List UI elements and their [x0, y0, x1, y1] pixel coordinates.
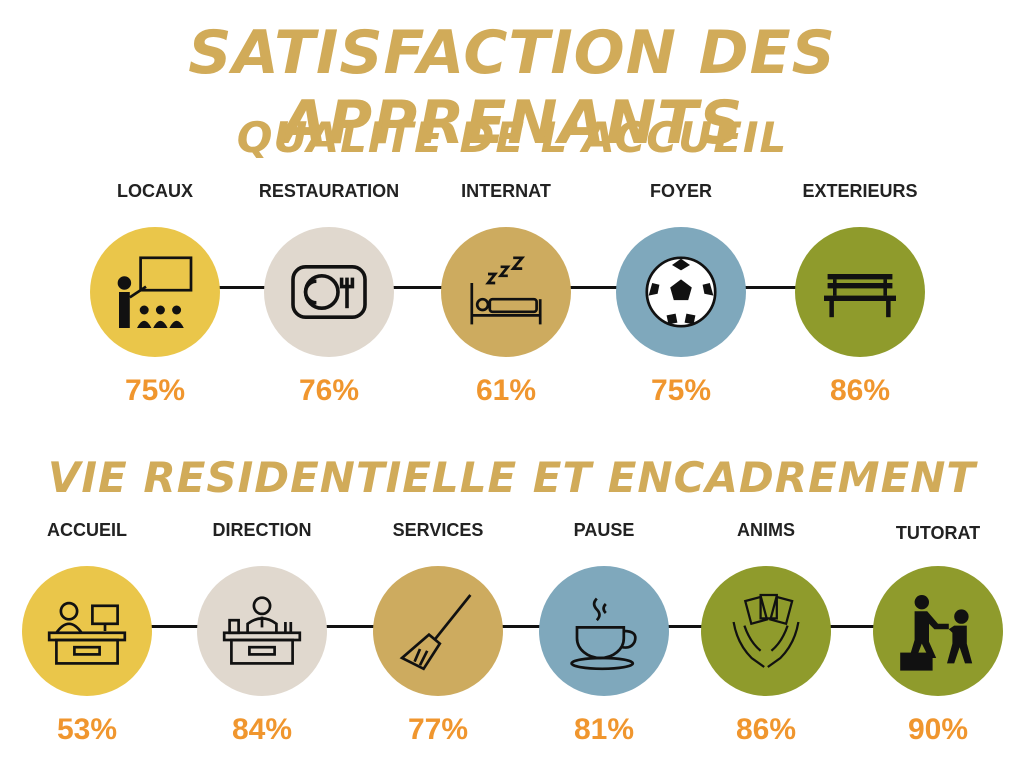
item-tutorat: TUTORAT 90%	[853, 523, 1023, 747]
item-value: 75%	[650, 374, 712, 407]
helping-hand-icon	[900, 595, 973, 671]
item-anims: ANIMS 86%	[681, 520, 851, 747]
item-label: PAUSE	[573, 520, 635, 540]
item-label: SERVICES	[392, 520, 484, 540]
item-exterieurs: EXTERIEURS 86%	[775, 181, 945, 408]
item-circle	[197, 566, 327, 696]
item-label: EXTERIEURS	[802, 181, 918, 201]
item-label: FOYER	[649, 181, 712, 201]
classroom-icon	[117, 256, 193, 328]
item-foyer: FOYER 75%	[596, 181, 766, 408]
coffee-cup-icon	[570, 597, 637, 671]
director-desk-icon	[222, 596, 302, 665]
main-title: SATISFACTION DES APPRENANTS	[188, 18, 836, 158]
item-label: INTERNAT	[461, 181, 551, 201]
section-title-accueil: QUALITE DE L'ACCUEIL	[236, 113, 788, 162]
item-circle	[539, 566, 669, 696]
item-label: ACCUEIL	[47, 520, 127, 540]
item-direction: DIRECTION 84%	[177, 520, 347, 747]
item-circle	[616, 227, 746, 357]
item-value: 77%	[407, 713, 469, 746]
item-circle	[701, 566, 831, 696]
playing-cards-icon	[732, 593, 800, 668]
item-circle	[264, 227, 394, 357]
bed-sleep-icon	[470, 256, 542, 325]
item-label: RESTAURATION	[258, 181, 400, 201]
item-value: 86%	[829, 374, 891, 407]
item-label: DIRECTION	[212, 520, 312, 540]
broom-icon	[399, 594, 472, 671]
row2-connector	[87, 625, 938, 628]
reception-desk-icon	[47, 601, 127, 665]
soccer-ball-icon	[645, 256, 717, 328]
item-value: 84%	[231, 713, 293, 746]
item-value: 53%	[56, 713, 118, 746]
item-circle	[373, 566, 503, 696]
item-circle	[795, 227, 925, 357]
item-restauration: RESTAURATION 76%	[244, 181, 414, 408]
item-circle	[22, 566, 152, 696]
item-value: 86%	[735, 713, 797, 746]
section-title-vie-residentielle: VIE RESIDENTIELLE ET ENCADREMENT	[47, 453, 977, 502]
item-services: SERVICES 77%	[353, 520, 523, 747]
item-circle	[441, 227, 571, 357]
item-label: ANIMS	[737, 520, 795, 540]
item-circle	[873, 566, 1003, 696]
item-internat: INTERNAT 61%	[421, 181, 591, 408]
item-label: LOCAUX	[117, 181, 193, 201]
item-value: 76%	[298, 374, 360, 407]
plate-icon	[291, 265, 367, 319]
item-value: 81%	[573, 713, 635, 746]
item-label: TUTORAT	[895, 523, 981, 543]
item-circle	[90, 227, 220, 357]
item-pause: PAUSE 81%	[519, 520, 689, 747]
item-locaux: LOCAUX 75%	[70, 181, 240, 408]
item-value: 61%	[475, 374, 537, 407]
bench-icon	[824, 274, 896, 318]
item-value: 90%	[907, 713, 969, 746]
item-value: 75%	[124, 374, 186, 407]
item-accueil: ACCUEIL 53%	[2, 520, 172, 747]
